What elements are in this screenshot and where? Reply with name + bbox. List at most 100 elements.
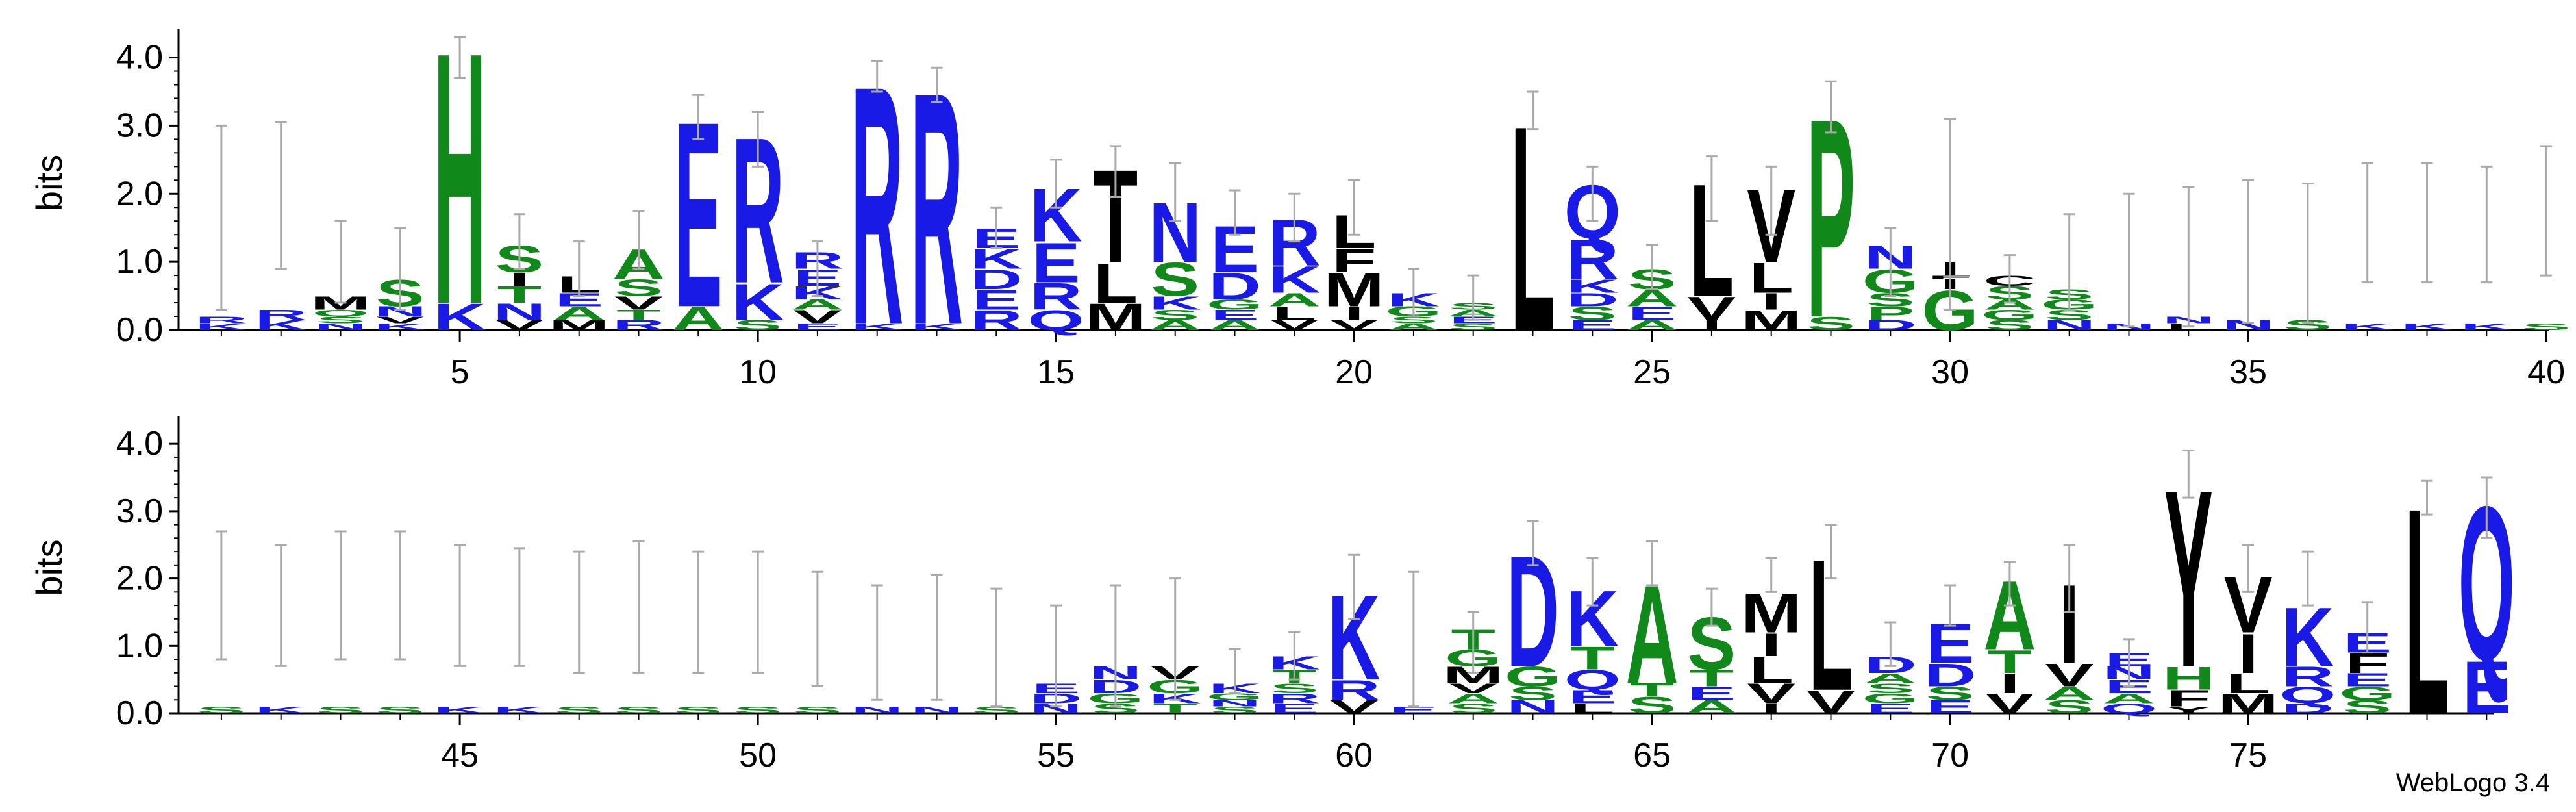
logo-letter-A: A: [1387, 322, 1440, 332]
logo-letter-V: V: [376, 314, 425, 325]
logo-letter-V: V: [1270, 318, 1319, 333]
logo-letter-L: L: [1570, 701, 1615, 717]
logo-column-54: S: [972, 587, 1021, 715]
logo-column-37: K: [2341, 162, 2394, 332]
logo-letter-S: S: [1926, 683, 1975, 704]
logo-letter-N: N: [314, 322, 367, 332]
logo-letter-V: V: [1449, 681, 1497, 696]
logo-letter-V: V: [614, 293, 663, 314]
logo-column-47: S: [555, 550, 603, 715]
logo-column-40: S: [2522, 145, 2571, 332]
y-tick-label: 0.0: [116, 694, 163, 732]
weblogo-credit: WebLogo 3.4: [2395, 768, 2550, 797]
logo-letter-S: S: [2522, 322, 2571, 332]
logo-column-68: VL: [1807, 521, 1855, 730]
logo-letter-N: N: [493, 299, 545, 325]
y-tick-label: 3.0: [116, 492, 163, 530]
x-tick-label: 70: [1931, 737, 1969, 774]
logo-letter-S: S: [2343, 696, 2392, 717]
logo-letter-S: S: [1866, 681, 1915, 696]
logo-letter-E: E: [2462, 646, 2511, 730]
y-tick-label: 1.0: [116, 627, 163, 665]
logo-letter-S: S: [1270, 681, 1319, 696]
logo-letter-H: H: [2162, 660, 2215, 696]
logo-letter-G: G: [1862, 691, 1919, 706]
logo-letter-D: D: [1924, 657, 1977, 693]
logo-letter-E: E: [1866, 701, 1915, 717]
logo-letter-I: I: [1999, 668, 2020, 699]
logo-letter-F: F: [2166, 685, 2210, 711]
logo-column-49: S: [674, 550, 723, 715]
logo-letter-S: S: [1508, 683, 1557, 704]
logo-letter-A: A: [1149, 318, 1201, 333]
logo-letter-A: A: [1685, 696, 1738, 717]
y-tick-label: 3.0: [116, 107, 163, 144]
logo-column-44: S: [376, 530, 425, 715]
logo-letter-N: N: [2043, 318, 2095, 333]
logo-letter-S: S: [1807, 313, 1855, 334]
logo-column-43: S: [316, 530, 365, 715]
y-tick-label: 0.0: [116, 311, 163, 349]
y-tick-label: 4.0: [116, 39, 163, 77]
logo-column-36: S: [2284, 183, 2332, 333]
logo-column-42: K: [255, 544, 307, 715]
logo-letter-R: R: [970, 305, 1023, 336]
logo-letter-R: R: [612, 318, 665, 333]
logo-letter-P: P: [1866, 303, 1915, 324]
logo-letter-E: E: [1688, 683, 1736, 704]
logo-letter-I: I: [509, 269, 529, 290]
logo-column-51: S: [794, 570, 842, 715]
logo-letter-T: T: [1153, 701, 1197, 717]
logo-letter-K: K: [255, 318, 307, 333]
logo-letter-E: E: [1270, 701, 1319, 717]
logo-letter-Q: Q: [1027, 305, 1084, 336]
logo-letter-I: I: [1344, 303, 1364, 324]
x-tick-label: 60: [1335, 737, 1373, 774]
logo-letter-K: K: [910, 322, 963, 332]
logo-letter-G: G: [1505, 661, 1561, 692]
logo-column-3: NSQM: [310, 220, 371, 332]
logo-column-35: N: [2222, 179, 2275, 333]
logo-letter-R: R: [195, 314, 247, 325]
logo-letter-K: K: [2460, 322, 2513, 332]
logo-letter-E: E: [1210, 307, 1259, 323]
x-tick-label: 25: [1633, 353, 1671, 391]
x-tick-label: 50: [739, 737, 777, 774]
logo-letter-S: S: [1210, 705, 1259, 715]
logo-letter-Q: Q: [2101, 701, 2157, 717]
logo-column-5: KH: [434, 0, 486, 379]
x-tick-label: 65: [1633, 737, 1671, 774]
logo-letter-D: D: [1208, 265, 1261, 307]
y-tick-label: 4.0: [116, 425, 163, 463]
logo-letter-T: T: [1630, 679, 1674, 700]
logo-letter-E: E: [972, 285, 1021, 316]
logo-column-12: KR: [851, 16, 903, 396]
logo-letter-K: K: [851, 322, 903, 332]
x-tick-label: 15: [1037, 353, 1075, 391]
y-axis-label: bits: [29, 539, 69, 596]
logo-column-79: EQ: [2458, 461, 2515, 730]
logo-letter-V: V: [495, 318, 544, 333]
logo-letter-T: T: [1690, 665, 1734, 691]
logo-column-13: KR: [910, 25, 963, 394]
logo-letter-V: V: [1807, 684, 1855, 720]
logo-letter-M: M: [2218, 688, 2278, 719]
logo-letter-L: L: [1749, 255, 1793, 302]
logo-letter-I: I: [1701, 318, 1721, 333]
logo-letter-V: V: [1986, 688, 2034, 719]
